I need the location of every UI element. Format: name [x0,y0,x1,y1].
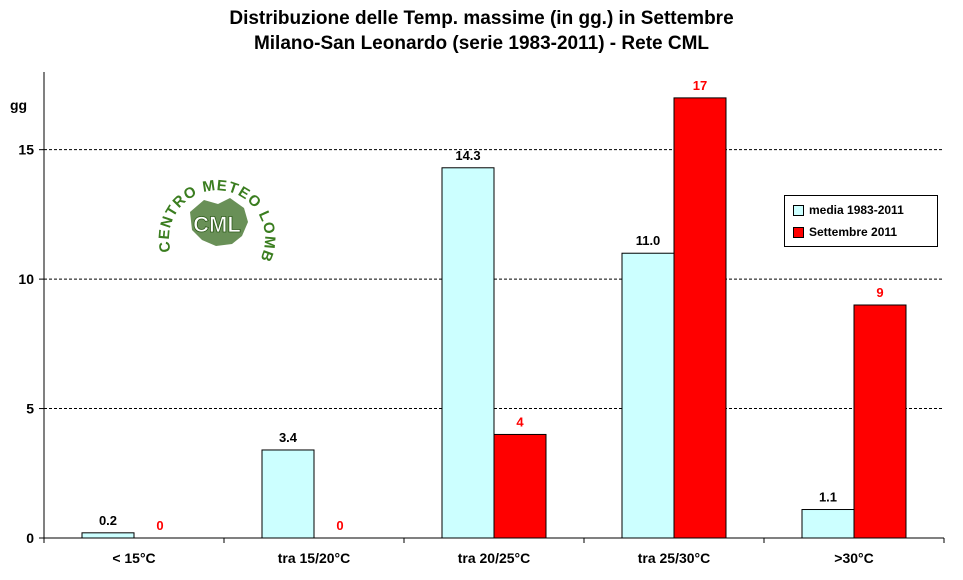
x-tick-label: tra 15/20°C [278,550,351,566]
bar-media [801,509,855,539]
bar-media [441,167,495,539]
data-label-settembre: 0 [156,518,163,533]
chart-subtitle: Milano-San Leonardo (serie 1983-2011) - … [253,33,710,54]
logo-center-text: CML [193,212,241,237]
bar-media [261,449,315,539]
y-axis-label: gg [10,97,27,113]
chart-title: Distribuzione delle Temp. massime (in gg… [229,8,734,29]
bar-media [621,252,675,539]
y-tick-label: 15 [18,142,34,158]
data-label-media: 11.0 [636,233,661,248]
lombardy-map-icon [190,198,248,246]
data-label-media: 3.4 [279,430,298,445]
x-tick-label: tra 20/25°C [458,550,531,566]
data-label-settembre: 17 [693,78,707,93]
data-label-media: 14.3 [455,148,480,163]
y-tick-label: 5 [26,401,34,417]
cml-logo: CML CENTRO METEO LOMBARDO [146,147,282,285]
legend-item-settembre: Settembre 2011 [793,224,897,240]
bar-settembre [673,97,727,539]
legend-swatch-media [793,204,804,216]
legend-swatch-settembre [793,226,804,238]
data-label-settembre: 9 [876,285,883,300]
legend-label-media: media 1983-2011 [809,203,904,217]
data-label-settembre: 0 [336,518,343,533]
chart-legend: media 1983-2011 Settembre 2011 [784,195,938,247]
x-tick-label: >30°C [834,550,873,566]
y-tick-label: 10 [18,271,34,287]
x-tick-label: tra 25/30°C [638,550,711,566]
bar-settembre [493,433,547,539]
x-tick-label: < 15°C [112,550,155,566]
y-tick-label: 0 [26,530,34,546]
data-label-media: 0.2 [99,513,117,528]
legend-label-settembre: Settembre 2011 [809,225,898,239]
legend-item-media: media 1983-2011 [793,202,904,218]
bar-settembre [853,304,907,539]
data-label-settembre: 4 [516,414,524,429]
data-label-media: 1.1 [819,490,837,505]
bar-media [81,532,135,539]
